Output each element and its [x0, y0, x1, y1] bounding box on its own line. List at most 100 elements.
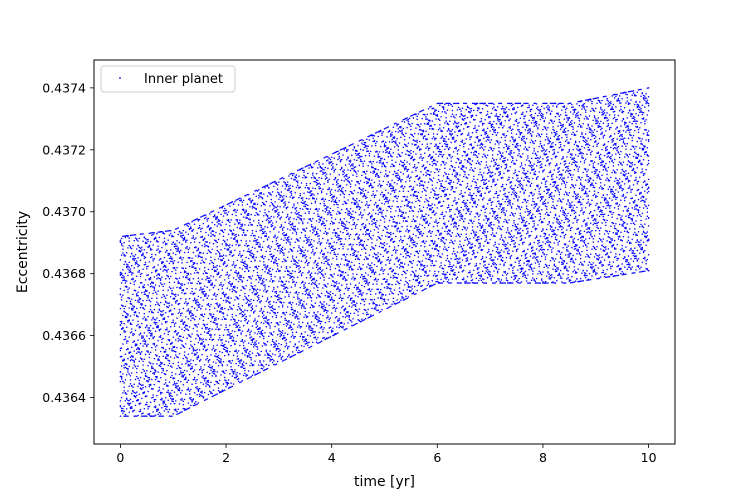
data-point [309, 290, 312, 292]
data-point [352, 167, 354, 170]
data-point [138, 393, 141, 396]
data-point [252, 338, 255, 340]
data-point [300, 325, 303, 328]
data-point [205, 382, 207, 384]
data-point [251, 207, 254, 209]
data-point [265, 268, 268, 270]
data-point [322, 237, 324, 240]
data-point [264, 204, 266, 206]
data-point [127, 264, 129, 266]
data-point [246, 356, 249, 358]
data-point [289, 301, 291, 303]
data-point [232, 304, 235, 307]
data-point [196, 403, 198, 405]
data-point [246, 321, 249, 324]
data-point [210, 279, 212, 282]
data-point [254, 259, 256, 261]
data-point [203, 331, 206, 333]
data-point [229, 221, 231, 224]
data-point [226, 244, 229, 246]
data-point [312, 172, 314, 174]
data-point [208, 277, 211, 279]
data-point [229, 361, 231, 363]
data-point [333, 299, 335, 302]
data-point [137, 365, 139, 367]
data-point [159, 413, 162, 415]
data-point [149, 240, 152, 243]
data-point [259, 359, 261, 362]
data-point [197, 373, 200, 376]
data-point [151, 281, 153, 284]
data-point [187, 222, 190, 224]
data-point [128, 336, 130, 338]
data-point [327, 159, 329, 161]
data-point [270, 355, 273, 358]
data-point [130, 274, 133, 276]
data-point [206, 304, 208, 306]
data-point [264, 270, 266, 273]
data-point [347, 274, 349, 276]
data-point [164, 244, 167, 246]
data-point [173, 231, 176, 234]
data-point [172, 321, 174, 324]
data-point [249, 353, 251, 356]
data-point [151, 285, 153, 287]
data-point [235, 211, 237, 213]
data-point [330, 217, 333, 219]
data-point [158, 329, 161, 332]
data-point [353, 264, 356, 266]
data-point [147, 265, 149, 267]
data-point [339, 189, 342, 192]
data-point [247, 320, 250, 322]
data-point [173, 298, 176, 300]
data-point [139, 383, 142, 386]
data-point [152, 282, 154, 285]
data-point [319, 183, 322, 186]
data-point [256, 325, 259, 327]
data-point [187, 225, 190, 228]
data-point [201, 327, 203, 330]
data-point [138, 237, 141, 240]
data-point [280, 224, 283, 226]
data-point [356, 288, 358, 290]
data-point [201, 369, 203, 372]
data-point [171, 260, 173, 263]
data-point [239, 244, 241, 246]
data-point [133, 340, 135, 343]
data-point [159, 363, 162, 366]
data-point [352, 244, 354, 246]
data-point [335, 280, 338, 283]
data-point [182, 289, 185, 291]
data-point [129, 245, 132, 248]
data-point [332, 249, 334, 252]
data-point [136, 260, 138, 262]
data-point [224, 389, 226, 391]
data-point [356, 286, 358, 289]
data-point [217, 218, 220, 221]
data-point [241, 280, 244, 282]
data-point [198, 387, 201, 390]
data-point [174, 373, 177, 375]
data-point [332, 257, 334, 260]
data-point [325, 258, 328, 260]
data-point [119, 333, 122, 336]
data-point [338, 211, 340, 214]
data-point [195, 299, 197, 302]
data-point [309, 326, 312, 328]
data-point [317, 262, 319, 265]
data-point [307, 172, 309, 175]
data-point [137, 240, 139, 242]
data-point [247, 328, 250, 331]
data-point [188, 390, 191, 392]
data-point [181, 236, 183, 239]
data-point [358, 258, 361, 261]
data-point [279, 270, 281, 272]
data-point [298, 271, 300, 274]
data-point [358, 186, 361, 189]
data-point [196, 282, 198, 285]
data-point [291, 270, 294, 272]
data-point [330, 249, 333, 252]
data-point [273, 301, 275, 303]
data-point [198, 218, 201, 221]
data-point [156, 269, 158, 271]
